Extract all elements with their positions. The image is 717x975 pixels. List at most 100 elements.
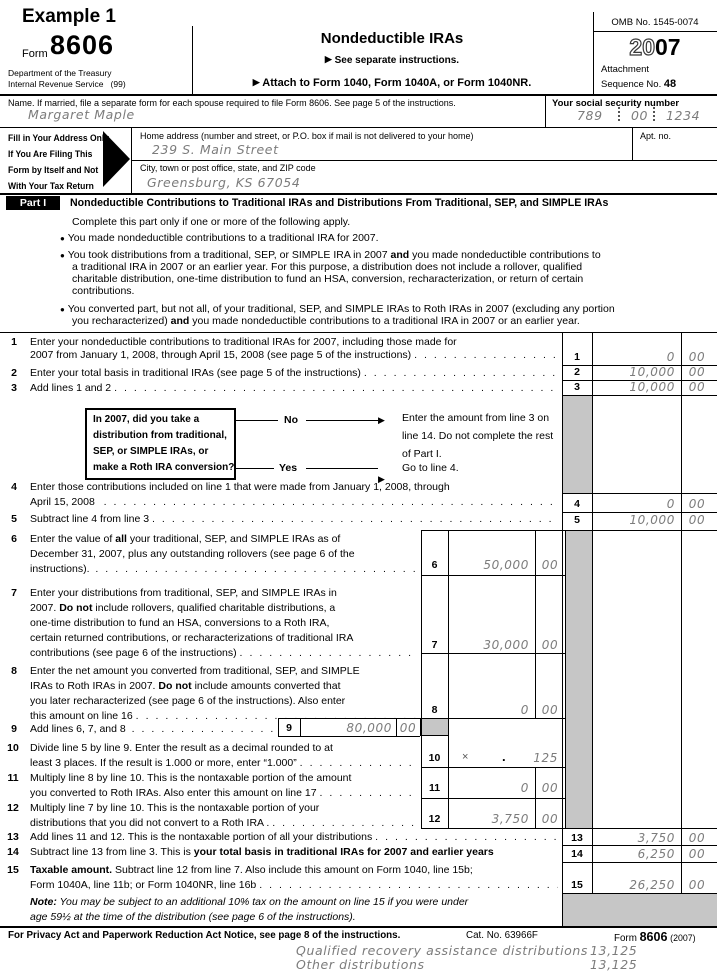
amount-cell[interactable]: 125: [533, 751, 558, 765]
flowchart-no-label: No: [284, 414, 298, 426]
shaded-area: [563, 894, 717, 926]
line-desc: Enter your nondeductible contributions t…: [30, 336, 457, 348]
dot-leader: ........................................…: [103, 496, 558, 508]
line-desc: Divide line 5 by line 9. Enter the resul…: [30, 742, 333, 754]
divider: [562, 395, 717, 396]
form-number: 8606: [50, 30, 115, 60]
ssn-area-1[interactable]: 789: [577, 108, 603, 123]
cents-cell[interactable]: 00: [541, 812, 559, 826]
divider: [681, 332, 682, 893]
cents-cell[interactable]: 00: [541, 558, 559, 572]
note-label: Note:: [30, 896, 57, 908]
cents-cell[interactable]: 00: [688, 831, 706, 845]
arrowhead-icon: ▶: [378, 474, 385, 484]
connector-line: [306, 420, 378, 421]
cat-number: Cat. No. 63966F: [466, 930, 538, 941]
cents-cell[interactable]: 00: [688, 878, 706, 892]
amount-cell[interactable]: 50,000: [483, 558, 529, 572]
line-desc: April 15, 2008 .........................…: [30, 496, 558, 509]
divider: [562, 512, 717, 513]
line-desc-bold: your total basis in traditional IRAs for…: [193, 846, 494, 858]
line-desc: December 31, 2007, plus any outstanding …: [30, 548, 355, 560]
amount-cell[interactable]: 6,250: [637, 847, 675, 861]
divider: [592, 332, 593, 926]
amount-cell[interactable]: 3,750: [637, 831, 675, 845]
sequence-label-text: Sequence No.: [601, 79, 662, 90]
line-desc-text: include rollovers, qualified charitable …: [92, 602, 336, 614]
cents-cell[interactable]: 00: [688, 365, 706, 379]
apt-input[interactable]: [640, 142, 710, 156]
line-desc: 2007 from January 1, 2008, through April…: [30, 349, 558, 362]
part1-badge: Part I: [6, 196, 60, 210]
line-desc-text: Form 1040A, line 11b; or Form 1040NR, li…: [30, 879, 257, 891]
sequence-number: 48: [663, 78, 677, 90]
line-desc: instructions). .........................…: [30, 563, 416, 576]
divider: [421, 735, 448, 736]
home-address-input[interactable]: 239 S. Main Street: [152, 142, 279, 157]
line-number-cell: 1: [574, 351, 580, 363]
line-number-cell: 14: [571, 848, 583, 860]
line-desc-text: Add lines 11 and 12. This is the nontaxa…: [30, 831, 373, 843]
line-desc-text: contributions (see page 6 of the instruc…: [30, 647, 237, 659]
line-desc: Enter your distributions from traditiona…: [30, 587, 337, 599]
address-instruction-line: Fill in Your Address Only: [8, 133, 110, 144]
divider: [0, 926, 717, 928]
line-number: 14: [7, 846, 19, 858]
cents-cell[interactable]: 00: [688, 380, 706, 394]
note-text: age 59½ at the time of the distribution …: [30, 911, 356, 923]
cents-cell[interactable]: 00: [541, 638, 559, 652]
amount-cell[interactable]: 0: [520, 781, 529, 795]
line-desc-text: 2007 from January 1, 2008, through April…: [30, 349, 412, 361]
amount-cell[interactable]: 0: [666, 497, 675, 511]
cents-cell[interactable]: 00: [688, 513, 706, 527]
cents-cell[interactable]: 00: [688, 497, 706, 511]
line-desc: you converted to Roth IRAs. Also enter t…: [30, 787, 416, 800]
form-title: Nondeductible IRAs: [320, 30, 464, 47]
divider: [278, 718, 420, 719]
amount-cell[interactable]: 30,000: [483, 638, 529, 652]
ssn-separator: [618, 107, 620, 121]
line-desc: Multiply line 7 by line 10. This is the …: [30, 802, 320, 814]
line-desc: certain returned contributions, or recha…: [30, 632, 354, 644]
cents-cell[interactable]: 00: [688, 350, 706, 364]
line-number-cell: 2: [574, 366, 580, 378]
form-word: Form: [22, 48, 48, 60]
ssn-area-2[interactable]: 00: [631, 108, 649, 123]
form-footer-number: 8606: [639, 930, 668, 944]
ssn-area-3[interactable]: 1234: [666, 108, 701, 123]
name-input[interactable]: Margaret Maple: [28, 107, 135, 122]
amount-cell[interactable]: 0: [666, 350, 675, 364]
line-desc-text: you converted to Roth IRAs. Also enter t…: [30, 787, 317, 799]
cents-cell[interactable]: 00: [688, 847, 706, 861]
amount-cell[interactable]: 0: [520, 703, 529, 717]
amount-cell[interactable]: 3,750: [491, 812, 529, 826]
cents-cell[interactable]: 00: [541, 703, 559, 717]
line-desc: this amount on line 16 .................…: [30, 710, 416, 723]
line-number: 3: [11, 382, 17, 394]
bullet-text: You took distributions from a traditiona…: [67, 249, 391, 261]
city-input[interactable]: Greensburg, KS 67054: [147, 175, 301, 190]
decimal-point: .: [502, 749, 506, 764]
amount-cell[interactable]: 10,000: [629, 513, 675, 527]
line-number-cell: 9: [286, 722, 292, 734]
flowchart-yes-label: Yes: [279, 462, 298, 474]
line-number: 13: [7, 831, 19, 843]
amount-cell[interactable]: 10,000: [629, 380, 675, 394]
flowchart-question-line: make a Roth IRA conversion?: [93, 462, 235, 473]
connector-line: [234, 420, 278, 421]
amount-cell[interactable]: 80,000: [346, 721, 392, 735]
line-number: 1: [11, 336, 17, 348]
arrowhead-icon: ▶: [252, 77, 260, 87]
divider: [535, 767, 536, 828]
cents-cell[interactable]: 00: [541, 781, 559, 795]
bottom-note-value: 13,125: [590, 957, 638, 972]
shaded-area: [563, 396, 592, 493]
amount-cell[interactable]: 26,250: [629, 878, 675, 892]
cents-cell[interactable]: 00: [399, 721, 417, 735]
tax-year-suffix: 07: [655, 34, 681, 60]
flowchart-question-line: SEP, or SIMPLE IRAs, or: [93, 446, 209, 457]
divider: [421, 828, 717, 829]
divider: [632, 127, 633, 160]
amount-cell[interactable]: 10,000: [629, 365, 675, 379]
line-desc-text: Add lines 6, 7, and 8: [30, 723, 126, 735]
